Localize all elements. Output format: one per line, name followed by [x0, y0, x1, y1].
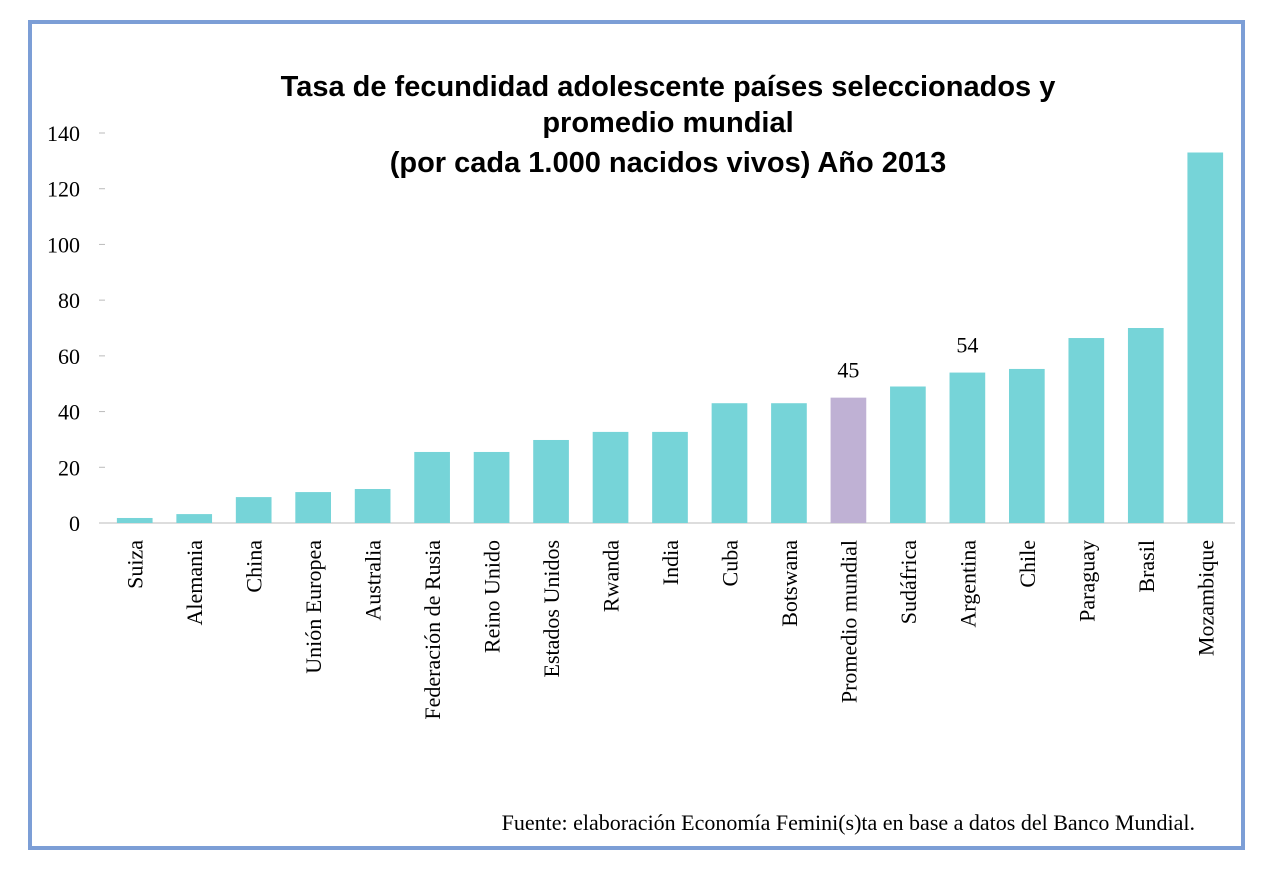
bar	[592, 431, 629, 523]
y-tick-label: 100	[47, 232, 80, 257]
x-tick-label: Rwanda	[599, 540, 624, 612]
y-tick-label: 20	[58, 455, 80, 480]
bar	[890, 386, 926, 523]
bar	[533, 439, 569, 523]
x-tick-label: Federación de Rusia	[420, 540, 445, 720]
x-tick-label: Argentina	[955, 540, 980, 628]
bar	[235, 497, 272, 523]
x-tick-label: Alemania	[182, 540, 207, 626]
y-tick-label: 140	[47, 121, 80, 146]
y-tick-label: 40	[58, 400, 80, 425]
y-tick-label: 0	[69, 511, 80, 536]
bar	[1127, 328, 1164, 523]
bar	[414, 451, 450, 523]
bar	[116, 517, 153, 523]
y-tick-label: 120	[47, 177, 80, 202]
bar	[1187, 152, 1224, 523]
x-tick-label: India	[658, 540, 683, 585]
x-tick-label: Cuba	[717, 540, 742, 587]
x-tick-label: Paraguay	[1074, 540, 1099, 622]
bar	[354, 489, 391, 523]
x-tick-label: Mozambique	[1193, 540, 1218, 656]
bar	[295, 492, 331, 523]
bar	[949, 372, 986, 523]
y-tick-label: 80	[58, 288, 80, 313]
x-tick-label: Estados Unidos	[539, 540, 564, 678]
x-tick-label: Botswana	[777, 540, 802, 627]
bar	[1068, 338, 1105, 523]
x-tick-label: Australia	[361, 540, 386, 621]
x-tick-label: China	[242, 540, 267, 593]
x-tick-label: Suiza	[123, 540, 148, 589]
chart-title: promedio mundial	[542, 107, 793, 139]
frame	[28, 20, 1245, 850]
bar	[771, 403, 807, 523]
x-tick-label: Promedio mundial	[836, 540, 861, 703]
y-tick-label: 60	[58, 344, 80, 369]
x-tick-label: Brasil	[1134, 540, 1159, 593]
bar	[830, 397, 867, 523]
data-label: 54	[956, 333, 978, 358]
bar	[652, 431, 688, 523]
bar	[1009, 368, 1045, 523]
data-label: 45	[837, 358, 859, 383]
x-tick-label: Unión Europea	[301, 540, 326, 674]
bar	[176, 514, 213, 523]
chart-title: (por cada 1.000 nacidos vivos) Año 2013	[390, 147, 947, 179]
x-tick-label: Reino Unido	[480, 540, 505, 653]
bar	[473, 451, 510, 523]
x-tick-label: Sudáfrica	[896, 540, 921, 625]
source-note: Fuente: elaboración Economía Femini(s)ta…	[502, 810, 1195, 835]
bar	[711, 403, 748, 523]
chart-title: Tasa de fecundidad adolescente países se…	[281, 71, 1056, 103]
x-tick-label: Chile	[1015, 540, 1040, 588]
